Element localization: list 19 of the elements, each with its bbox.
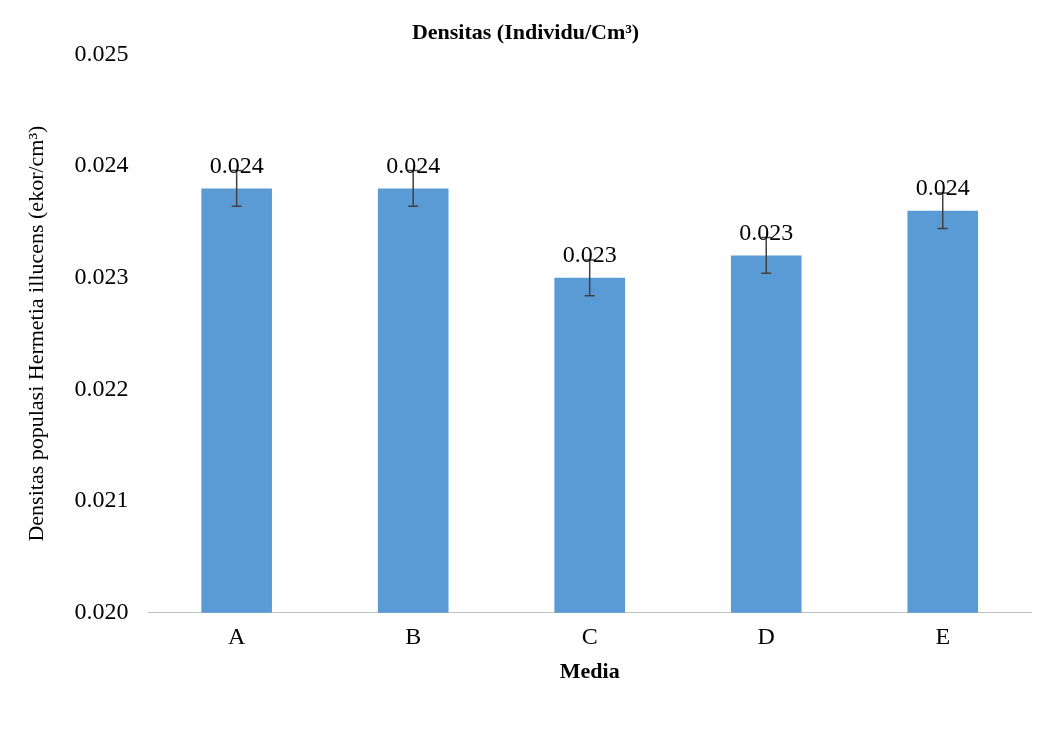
y-axis-title: Densitas populasi Hermetia illucens (ekor/cm³) [22,125,48,542]
y-tick-label: 0.020 [74,598,129,625]
x-tick-label: A [227,623,246,650]
data-label: 0.024 [915,174,970,201]
x-tick-label: D [757,623,775,650]
data-label: 0.023 [739,218,794,245]
y-tick-label: 0.024 [74,151,129,178]
y-tick-label: 0.022 [74,374,129,401]
y-tick-label: 0.025 [74,39,129,66]
data-label: 0.024 [209,151,264,178]
x-tick-label: B [405,623,422,650]
data-label: 0.023 [562,241,617,268]
data-label: 0.024 [386,151,441,178]
x-axis-title: Media [559,658,620,684]
y-tick-label: 0.021 [74,486,129,513]
chart-title: Densitas (Individu/Cm³) [411,18,640,44]
y-tick-label: 0.023 [74,263,129,290]
x-tick-label: E [935,623,951,650]
x-tick-label: C [581,623,598,650]
